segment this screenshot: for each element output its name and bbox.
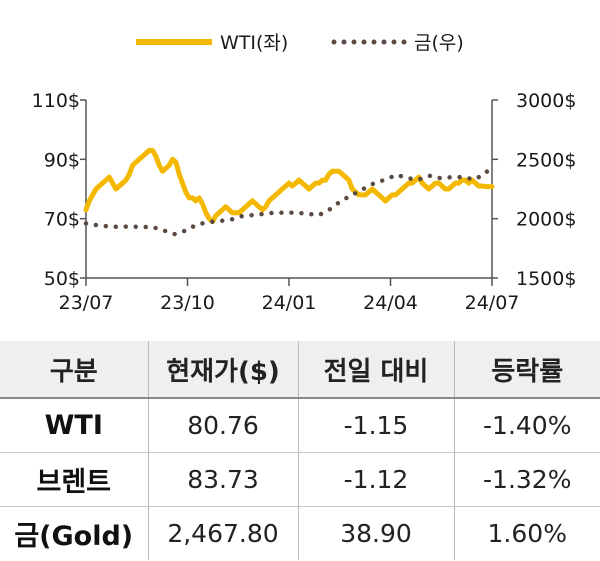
table-row-gold: 금(Gold) 2,467.80 38.90 1.60%: [0, 506, 600, 560]
right-tick-label: 3000$: [516, 90, 576, 112]
daily-change-cell: -1.15: [297, 398, 454, 453]
left-tick-label: 70$: [44, 209, 80, 231]
daily-change-cell: 38.90: [297, 506, 454, 560]
price-table: 구분 현재가($) 전일 대비 등락률 WTI 80.76 -1.15 -1.4…: [0, 341, 600, 560]
legend-gold-label: 금(우): [414, 32, 464, 54]
left-tick-label: 110$: [32, 90, 80, 112]
table-row-brent: 브렌트 83.73 -1.12 -1.32%: [0, 452, 600, 507]
x-tick-label: 23/07: [59, 292, 114, 314]
header-change-rate: 등락률: [453, 341, 600, 399]
current-price-cell: 2,467.80: [147, 506, 298, 560]
change-rate-cell: -1.40%: [453, 398, 600, 453]
right-tick-label: 1500$: [516, 268, 576, 290]
change-rate-cell: 1.60%: [453, 506, 600, 560]
x-tick-label: 24/04: [363, 292, 418, 314]
legend-wti-label: WTI(좌): [220, 32, 288, 54]
current-price-cell: 80.76: [147, 398, 298, 453]
header-current-price: 현재가($): [147, 341, 298, 399]
daily-change-cell: -1.12: [297, 452, 454, 507]
current-price-cell: 83.73: [147, 452, 298, 507]
row-label: WTI: [0, 398, 148, 453]
row-label: 브렌트: [0, 452, 148, 507]
right-tick-label: 2000$: [516, 209, 576, 231]
change-rate-cell: -1.32%: [453, 452, 600, 507]
wti-series-line: [83, 147, 495, 225]
left-tick-label: 50$: [44, 268, 80, 290]
table-header-row: 구분 현재가($) 전일 대비 등락률: [0, 341, 600, 399]
header-daily-change: 전일 대비: [297, 341, 454, 399]
x-tick-label: 24/01: [262, 292, 317, 314]
gold-series-line: [83, 163, 495, 237]
x-tick-label: 24/07: [465, 292, 520, 314]
commodity-price-chart: 110$ 90$ 70$ 50$ 3000$ 2500$ 2000$ 1500$ 23/07 23…: [32, 32, 577, 314]
right-tick-label: 2500$: [516, 149, 576, 171]
x-tick-label: 23/10: [160, 292, 215, 314]
left-tick-label: 90$: [44, 149, 80, 171]
row-label: 금(Gold): [14, 521, 134, 552]
table-row-wti: WTI 80.76 -1.15 -1.40%: [0, 398, 600, 453]
header-category: 구분: [0, 341, 148, 399]
